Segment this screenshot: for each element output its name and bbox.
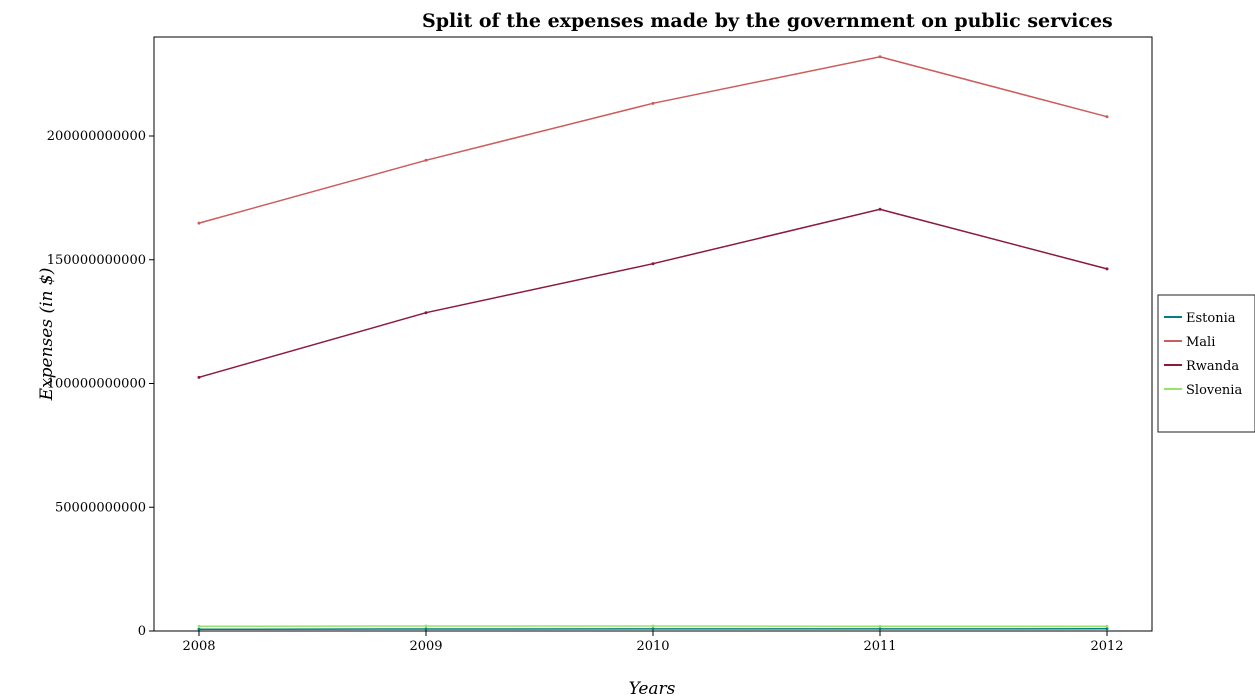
chart-title: Split of the expenses made by the govern… [422, 10, 1113, 32]
y-tick-label: 150000000000 [47, 253, 146, 268]
data-point-slovenia [424, 624, 428, 628]
series-line-mali [198, 56, 1108, 224]
x-tick-label: 2010 [636, 639, 669, 654]
x-tick-label: 2011 [863, 639, 896, 654]
data-point-rwanda [197, 375, 201, 379]
data-point-rwanda [1105, 267, 1109, 271]
data-point-rwanda [424, 311, 428, 315]
y-axis-label: Expenses (in $) [37, 268, 57, 402]
y-axis: 0 50000000000 100000000000 150000000000 2000… [47, 129, 154, 639]
x-axis: 2008 2009 2010 2011 2012 [182, 631, 1124, 654]
data-point-mali [1105, 115, 1109, 119]
y-tick-label: 200000000000 [47, 129, 146, 144]
data-point-estonia [651, 627, 655, 631]
series-line-rwanda [198, 208, 1108, 379]
x-tick-label: 2009 [409, 639, 442, 654]
x-axis-label: Years [629, 679, 676, 699]
data-point-slovenia [878, 624, 882, 628]
data-point-rwanda [878, 207, 882, 211]
plot-frame [153, 36, 1153, 632]
legend: Estonia Mali Rwanda Slovenia [1157, 294, 1255, 433]
data-point-estonia [197, 627, 201, 631]
data-point-mali [424, 158, 428, 162]
series-layer [197, 55, 1109, 631]
legend-label-slovenia: Slovenia [1186, 383, 1242, 398]
data-point-slovenia [197, 624, 201, 628]
legend-label-mali: Mali [1186, 335, 1215, 350]
data-point-rwanda [651, 262, 655, 266]
legend-label-rwanda: Rwanda [1186, 359, 1239, 374]
data-point-estonia [424, 627, 428, 631]
x-tick-label: 2012 [1090, 639, 1123, 654]
data-point-slovenia [1105, 624, 1109, 628]
x-tick-label: 2008 [182, 639, 215, 654]
data-point-mali [651, 101, 655, 105]
y-tick-label: 50000000000 [55, 500, 146, 515]
y-tick-label: 100000000000 [47, 377, 146, 392]
data-point-estonia [878, 627, 882, 631]
y-tick-label: 0 [138, 624, 146, 639]
data-point-mali [197, 221, 201, 225]
data-point-slovenia [651, 624, 655, 628]
data-point-estonia [1105, 627, 1109, 631]
legend-label-estonia: Estonia [1186, 311, 1236, 326]
data-point-mali [878, 55, 882, 59]
